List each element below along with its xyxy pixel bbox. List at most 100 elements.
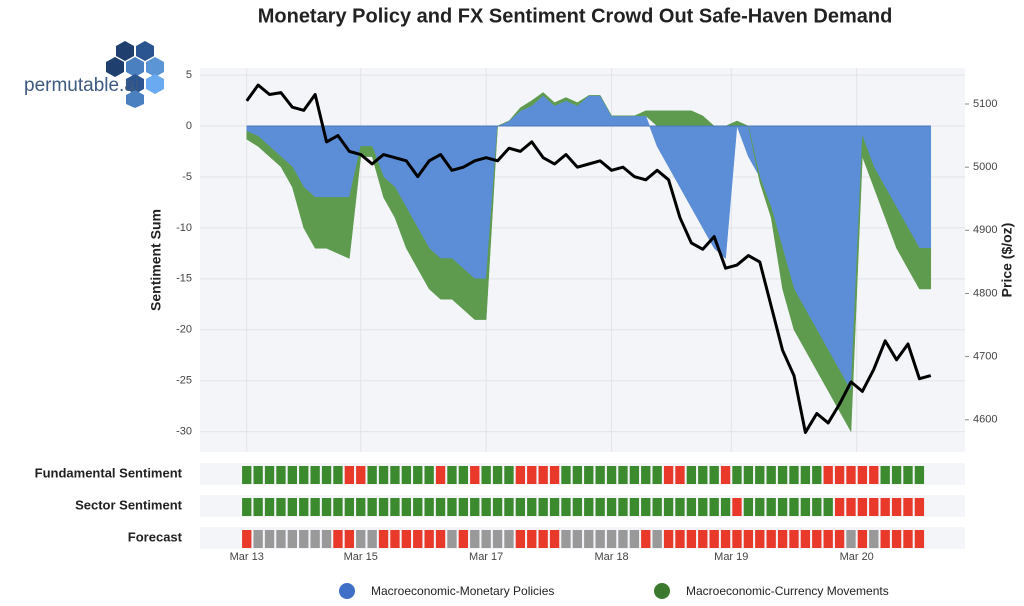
strip-bar — [413, 466, 423, 484]
strip-bar — [743, 530, 754, 548]
strip-bar — [424, 498, 434, 516]
strip-bar — [812, 530, 822, 548]
strip-bar — [424, 466, 434, 484]
legend-marker — [339, 583, 355, 599]
strip-bar — [435, 498, 446, 516]
strip-bar — [264, 498, 275, 516]
strip-bar — [356, 498, 366, 516]
strip-bar — [344, 498, 355, 516]
strip-bar — [732, 498, 742, 516]
strip-bar — [264, 466, 275, 484]
y2-tick-label: 4800 — [973, 287, 997, 299]
strip-bar — [458, 530, 469, 548]
strip-bar — [777, 498, 788, 516]
strip-bar — [413, 498, 423, 516]
legend-label: Macroeconomic-Currency Movements — [686, 584, 889, 598]
y-tick-label: -20 — [176, 324, 192, 336]
strip-bar — [720, 466, 731, 484]
strip-bar — [435, 530, 446, 548]
strip-bar — [743, 498, 754, 516]
strip-bar — [698, 530, 708, 548]
strip-bar — [435, 466, 446, 484]
logo-text: permutable.ai — [24, 75, 139, 96]
strip-bar — [561, 466, 571, 484]
strip-bar — [401, 498, 412, 516]
strip-bar — [675, 530, 685, 548]
y-tick-label: -10 — [176, 222, 192, 234]
strip-bar — [766, 530, 776, 548]
strip-bar — [401, 466, 412, 484]
strip-bar — [663, 466, 674, 484]
legend-label: Macroeconomic-Monetary Policies — [371, 584, 554, 598]
strip-bar — [447, 530, 457, 548]
strip-bar — [356, 530, 366, 548]
strip-bar — [652, 530, 662, 548]
strip-bar — [413, 530, 423, 548]
strip-bar — [276, 498, 286, 516]
strip-bar — [766, 498, 776, 516]
strip-bar — [367, 530, 377, 548]
strip-bar — [527, 466, 537, 484]
strip-bar — [549, 498, 560, 516]
strip-bar — [549, 530, 560, 548]
strip-bar — [321, 498, 332, 516]
strip-bar — [470, 498, 480, 516]
strip-bar — [652, 498, 662, 516]
strip-bar — [891, 530, 902, 548]
strip-bar — [492, 498, 503, 516]
strip-bar — [834, 498, 845, 516]
strip-bar — [310, 530, 320, 548]
strip-bar — [755, 530, 765, 548]
strip-bar — [561, 498, 571, 516]
strip-bar — [595, 498, 605, 516]
strip-bar — [800, 466, 811, 484]
strip-bar — [344, 530, 355, 548]
strip-bar — [709, 498, 719, 516]
x-tick-label: Mar 13 — [230, 551, 264, 563]
strip-bar — [857, 466, 868, 484]
strip-bar — [481, 466, 491, 484]
strip-bar — [333, 466, 343, 484]
strip-bar — [618, 498, 628, 516]
strip-bar — [276, 530, 286, 548]
y2-tick-label: 4900 — [973, 224, 997, 236]
strip-bar — [378, 466, 389, 484]
strip-bar — [287, 530, 298, 548]
strip-bar — [720, 498, 731, 516]
strip-bar — [789, 530, 799, 548]
strip-bar — [538, 466, 548, 484]
y-tick-label: 0 — [186, 120, 192, 132]
strip-bar — [812, 466, 822, 484]
strip-bar — [367, 466, 377, 484]
strip-bar — [378, 498, 389, 516]
strip-bar — [743, 466, 754, 484]
legend-marker — [654, 583, 670, 599]
strip-bar — [629, 466, 640, 484]
strip-bar — [800, 498, 811, 516]
strip-bar — [869, 498, 879, 516]
x-tick-label: Mar 20 — [840, 551, 874, 563]
strip-bar — [504, 498, 514, 516]
strip-bar — [492, 530, 503, 548]
strip-bar — [481, 498, 491, 516]
strip-bar — [481, 530, 491, 548]
strip-bar — [504, 530, 514, 548]
strip-bar — [629, 498, 640, 516]
strip-bar — [606, 530, 617, 548]
strip-bar — [914, 530, 925, 548]
x-tick-label: Mar 17 — [469, 551, 503, 563]
strip-bar — [675, 498, 685, 516]
price-line — [245, 83, 932, 434]
strip-bar — [663, 530, 674, 548]
strip-bar — [789, 466, 799, 484]
chart-title: Monetary Policy and FX Sentiment Crowd O… — [258, 5, 893, 27]
strip-bar — [846, 530, 856, 548]
strip-bar — [914, 466, 925, 484]
strip-bar — [356, 466, 366, 484]
y-tick-label: -5 — [182, 171, 192, 183]
strip-bar — [447, 466, 457, 484]
y-tick-label: 5 — [186, 69, 192, 81]
strip-bar — [880, 498, 890, 516]
strip-bar — [834, 466, 845, 484]
